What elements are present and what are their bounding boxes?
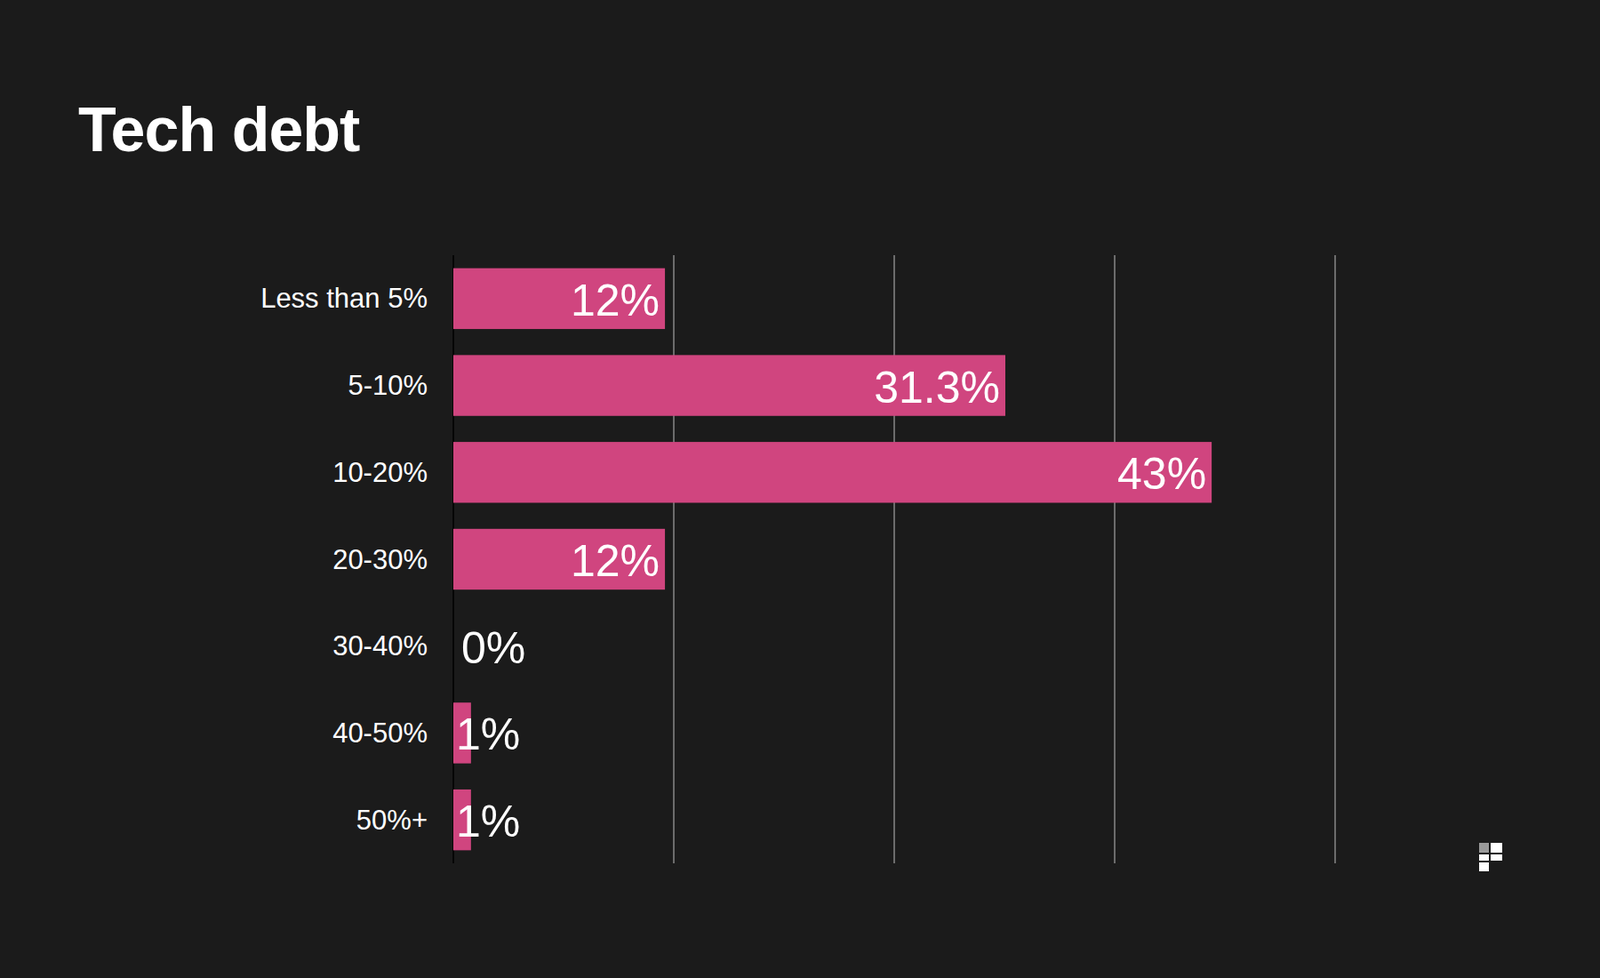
grid-line: [894, 255, 896, 864]
category-label: 30-40%: [332, 630, 428, 662]
category-label: 10-20%: [332, 456, 428, 488]
title: Tech debt: [78, 95, 360, 165]
logo-part: [1479, 862, 1489, 872]
category-label: 20-30%: [332, 544, 428, 576]
logo-part: [1479, 842, 1489, 853]
bar: [453, 616, 455, 677]
bar: [453, 354, 1006, 416]
data-label: 31.3%: [873, 362, 1000, 413]
category-label: Less than 5%: [260, 282, 428, 314]
labels: Less than 5% 12% 5-10% 31.3% 10-20% 43% 20-30%…: [260, 275, 1207, 847]
bars: [453, 268, 1212, 851]
bar: [453, 528, 665, 590]
data-label: 1%: [456, 796, 520, 847]
logo-part: [1479, 854, 1489, 861]
category-label: 40-50%: [332, 717, 428, 749]
data-label: 0%: [461, 623, 526, 673]
bar: [453, 268, 665, 329]
grid-line: [1335, 255, 1336, 864]
bar: [453, 441, 1212, 503]
chart: Tech debt Less than 5% 12% 5-10% 31.3% 10-20%…: [0, 0, 1600, 978]
category-label: 5-10%: [347, 369, 428, 401]
data-label: 12%: [570, 275, 660, 326]
logo-part: [1490, 842, 1503, 853]
grid-line: [673, 255, 675, 864]
logo: [1479, 842, 1503, 872]
grid-line: [1114, 255, 1116, 864]
logo-part: [1490, 854, 1503, 861]
data-label: 12%: [570, 536, 660, 586]
data-label: 43%: [1117, 448, 1207, 499]
background: [0, 0, 1600, 978]
category-label: 50%+: [356, 804, 428, 836]
data-label: 1%: [456, 709, 520, 760]
